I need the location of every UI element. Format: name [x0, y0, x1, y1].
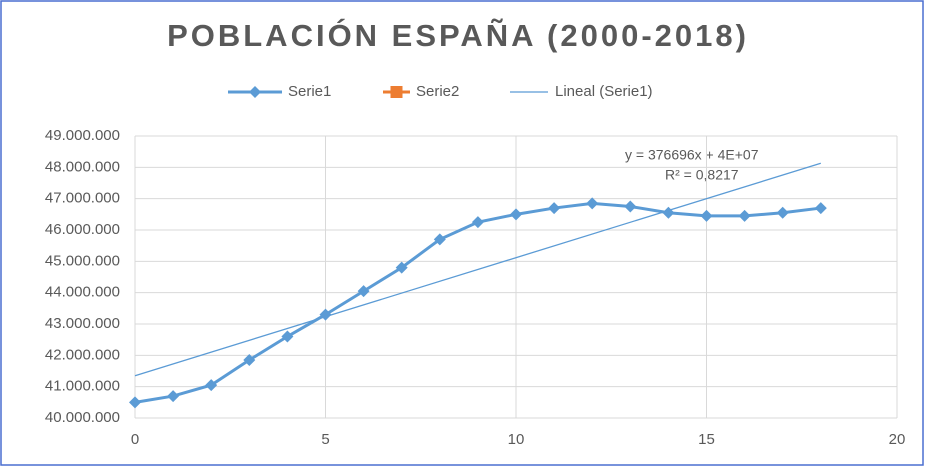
y-tick-label: 40.000.000 — [45, 409, 120, 426]
y-tick-label: 49.000.000 — [45, 127, 120, 144]
data-point — [243, 354, 256, 367]
legend-label: Serie1 — [288, 83, 331, 100]
y-tick-label: 41.000.000 — [45, 378, 120, 395]
y-tick-label: 46.000.000 — [45, 221, 120, 238]
data-point — [510, 208, 522, 221]
annotation: y = 376696x + 4E+07 — [625, 147, 759, 163]
legend-label: Serie2 — [416, 83, 459, 100]
data-point — [776, 206, 789, 219]
legend-marker — [390, 86, 403, 98]
x-tick-label: 10 — [508, 431, 525, 448]
y-tick-label: 44.000.000 — [45, 284, 120, 301]
y-tick-label: 45.000.000 — [45, 252, 120, 269]
legend-label: Lineal (Serie1) — [555, 83, 653, 100]
y-tick-label: 48.000.000 — [45, 158, 120, 175]
data-point — [167, 390, 180, 403]
x-tick-label: 0 — [131, 431, 139, 448]
data-point — [433, 233, 446, 246]
y-tick-label: 42.000.000 — [45, 346, 120, 363]
y-tick-label: 43.000.000 — [45, 315, 120, 332]
series-line — [134, 162, 821, 377]
legend-marker — [249, 86, 261, 98]
y-tick-label: 47.000.000 — [45, 190, 120, 207]
data-point — [281, 330, 294, 343]
data-point — [624, 200, 637, 213]
data-point — [357, 285, 370, 298]
data-point — [586, 197, 599, 210]
x-tick-label: 15 — [698, 431, 715, 448]
data-point — [471, 216, 484, 229]
data-point — [205, 379, 218, 392]
data-point — [548, 202, 561, 215]
data-point — [738, 209, 751, 222]
chart-title: POBLACIÓN ESPAÑA (2000-2018) — [167, 17, 749, 53]
data-point — [814, 202, 827, 215]
data-point — [700, 209, 713, 222]
x-tick-label: 20 — [889, 431, 906, 448]
annotation: R² = 0,8217 — [665, 167, 739, 183]
data-point — [395, 261, 408, 274]
data-point — [129, 396, 141, 409]
x-tick-label: 5 — [321, 431, 329, 448]
